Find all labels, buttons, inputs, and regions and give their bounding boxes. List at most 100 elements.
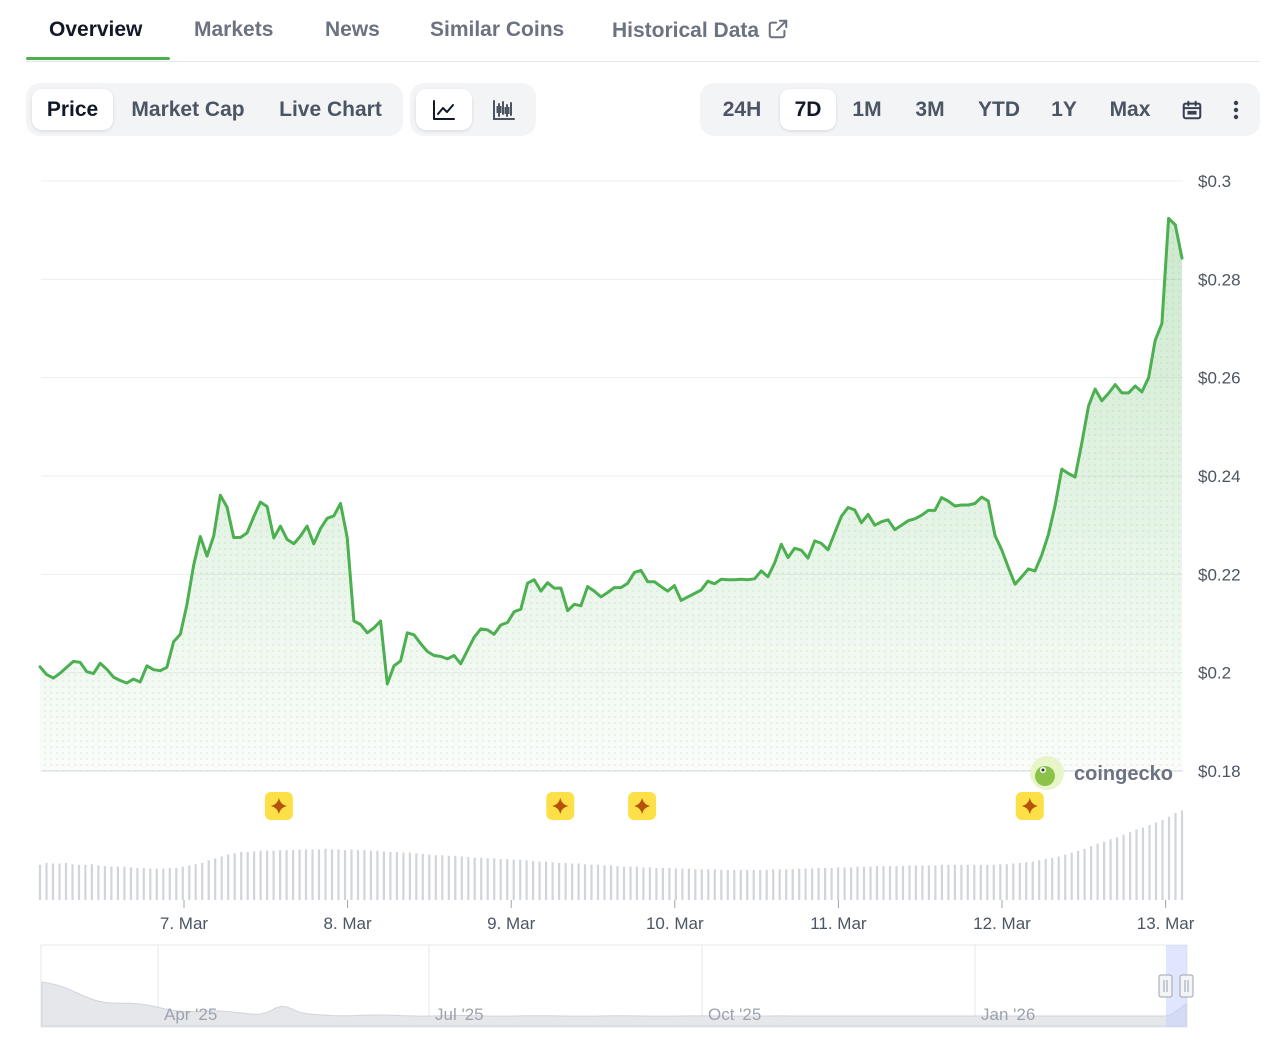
volume-bar	[402, 852, 405, 900]
volume-bar	[746, 869, 749, 900]
navigator-right-handle[interactable]	[1179, 974, 1194, 998]
range-3m-button[interactable]: 3M	[915, 98, 945, 121]
active-tab-indicator	[26, 57, 170, 60]
volume-bar	[71, 864, 74, 900]
more-options-button[interactable]	[1218, 89, 1254, 130]
event-marker-icon[interactable]	[264, 792, 293, 820]
volume-bar	[596, 864, 600, 900]
volume-bar	[168, 868, 171, 900]
volume-bar	[1012, 863, 1015, 900]
volume-bar	[759, 869, 762, 900]
volume-bar	[1038, 860, 1041, 900]
volume-bar	[506, 859, 509, 900]
market-cap-button[interactable]: Market Cap	[131, 98, 245, 121]
volume-bar	[700, 869, 703, 900]
volume-bar	[583, 864, 587, 900]
tab-historical-data[interactable]: Historical Data	[612, 18, 789, 43]
volume-bar	[298, 849, 301, 900]
tab-similar-coins[interactable]: Similar Coins	[430, 18, 565, 41]
line-chart-button[interactable]	[416, 89, 472, 130]
tab-overview[interactable]: Overview	[49, 18, 143, 41]
volume-bar	[285, 850, 288, 900]
x-tick-label: 12. Mar	[973, 914, 1031, 933]
volume-bar	[525, 860, 528, 900]
volume-bar	[940, 864, 943, 900]
range-1y-button[interactable]: 1Y	[1051, 98, 1077, 121]
event-marker-icon[interactable]	[628, 792, 657, 820]
volume-bar	[434, 855, 437, 900]
x-tick-label: 7. Mar	[160, 914, 209, 933]
volume-bar	[999, 864, 1002, 900]
tab-markets[interactable]: Markets	[194, 18, 274, 41]
range-24h-button[interactable]: 24H	[722, 98, 762, 121]
volume-bar	[869, 866, 872, 900]
volume-bar	[324, 848, 327, 900]
volume-bar	[181, 866, 184, 900]
volume-bar	[84, 864, 87, 900]
range-7d-button[interactable]: 7D	[780, 89, 836, 130]
y-tick-label: $0.24	[1198, 467, 1241, 486]
volume-bar	[934, 865, 937, 900]
volume-bar	[460, 856, 463, 900]
x-axis-labels: 7. Mar 8. Mar 9. Mar 10. Mar 11. Mar 12. Mar 1…	[160, 900, 1195, 933]
volume-bar	[895, 866, 898, 900]
volume-bar	[629, 866, 632, 900]
candlestick-chart-button[interactable]	[476, 89, 532, 130]
volume-bar	[733, 869, 736, 900]
time-range-toggle: 24H 7D 1M 3M YTD 1Y Max	[700, 83, 1260, 136]
volume-bar	[337, 849, 340, 900]
volume-bar	[609, 865, 613, 900]
volume-bar	[1064, 854, 1067, 900]
event-marker-icon[interactable]	[1015, 792, 1044, 820]
volume-bar	[668, 868, 671, 900]
price-chart[interactable]: $0.3 $0.28 $0.26 $0.24 $0.22 $0.2 $0.18 coinge…	[0, 150, 1280, 1045]
volume-bar	[1025, 862, 1028, 900]
volume-bar	[45, 862, 48, 900]
navigator-selection[interactable]	[1166, 945, 1187, 1027]
tab-news[interactable]: News	[325, 18, 380, 41]
navigator-tick-label: Apr '25	[164, 1005, 217, 1024]
tab-bar: Overview Markets News Similar Coins Hist…	[26, 0, 1260, 62]
volume-bar	[862, 866, 866, 900]
volume-bar	[415, 853, 418, 900]
volume-bar	[473, 857, 476, 900]
volume-bar	[1077, 850, 1080, 900]
chart-type-toggle: Price Market Cap Live Chart	[26, 83, 403, 136]
volume-bar	[155, 868, 158, 900]
volume-bar	[162, 868, 165, 900]
volume-bar	[136, 868, 139, 900]
tab-historical-data-label: Historical Data	[612, 19, 760, 42]
volume-bar	[480, 857, 483, 900]
volume-bar	[207, 860, 210, 900]
volume-bar	[603, 865, 606, 900]
volume-bar	[765, 869, 768, 900]
date-range-button[interactable]	[1174, 89, 1210, 130]
range-max-button[interactable]: Max	[1109, 98, 1151, 121]
x-tick-label: 10. Mar	[646, 914, 704, 933]
volume-bar	[1135, 829, 1138, 900]
volume-bar	[960, 864, 963, 900]
x-tick-label: 13. Mar	[1137, 914, 1195, 933]
event-marker-icon[interactable]	[546, 792, 575, 820]
volume-bar	[798, 868, 801, 900]
volume-bar	[304, 849, 308, 900]
volume-bar	[901, 866, 905, 900]
range-navigator[interactable]: Apr '25 Jul '25 Oct '25 Jan '26	[40, 944, 1194, 1028]
volume-bar	[103, 866, 106, 900]
navigator-labels: Apr '25 Jul '25 Oct '25 Jan '26	[164, 1005, 1035, 1024]
volume-bar	[356, 850, 360, 900]
range-1m-button[interactable]: 1M	[852, 98, 882, 121]
range-ytd-button[interactable]: YTD	[978, 98, 1020, 121]
volume-bar	[1044, 859, 1047, 900]
volume-bar	[953, 864, 956, 900]
volume-bar	[616, 866, 619, 900]
volume-bar	[1141, 827, 1145, 900]
y-tick-label: $0.22	[1198, 565, 1241, 584]
external-link-icon	[768, 19, 788, 39]
price-area-texture	[40, 218, 1182, 771]
volume-bar	[454, 855, 457, 900]
price-button[interactable]: Price	[32, 89, 113, 130]
navigator-left-handle[interactable]	[1158, 974, 1173, 998]
volume-bar	[720, 869, 723, 900]
live-chart-button[interactable]: Live Chart	[279, 98, 382, 121]
